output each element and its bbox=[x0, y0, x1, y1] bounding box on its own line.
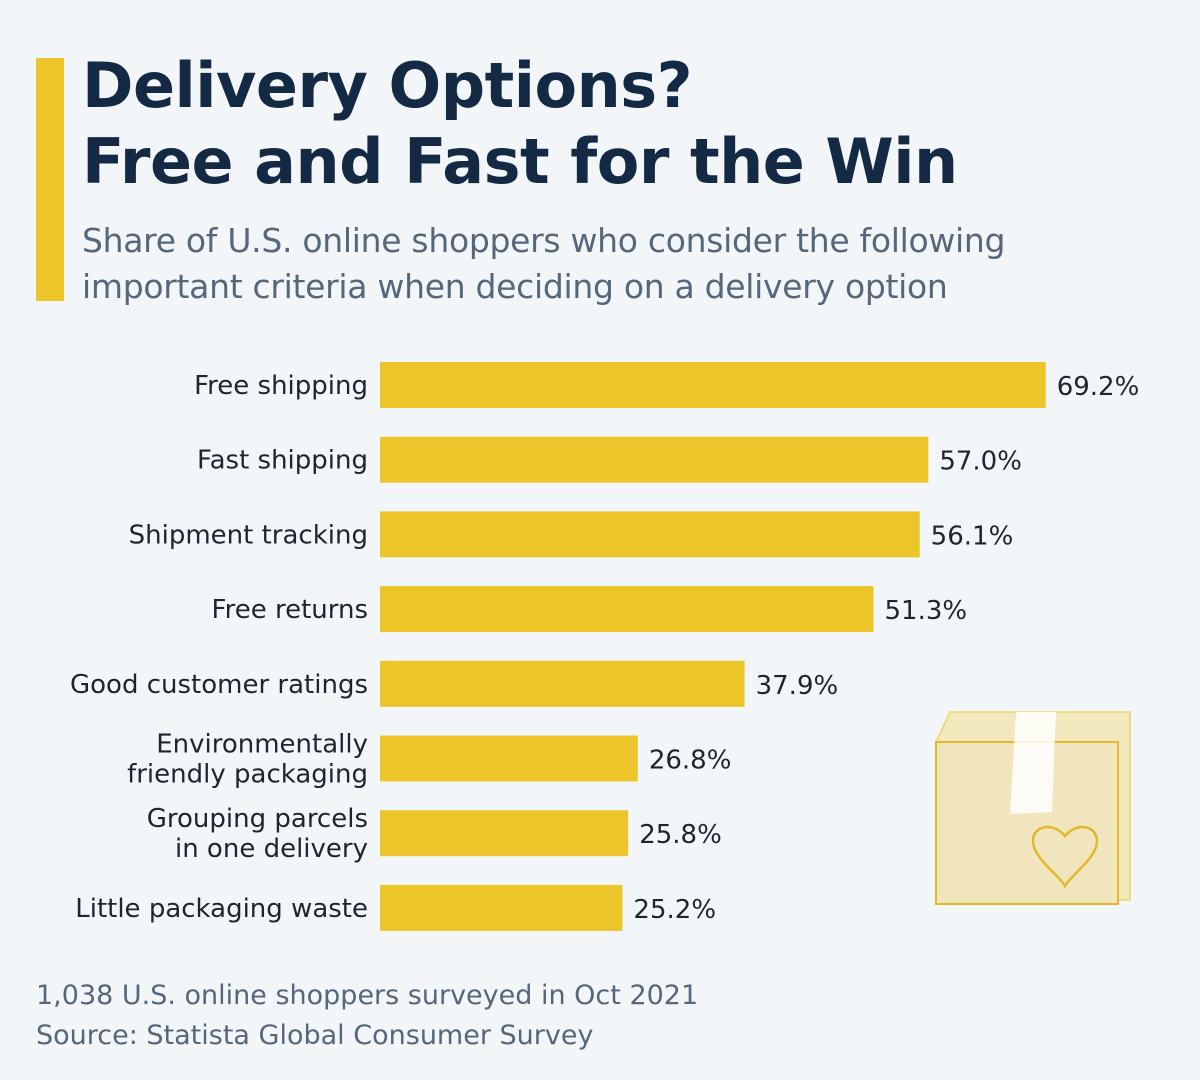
category-label: Free returns bbox=[212, 595, 368, 625]
bar bbox=[380, 436, 929, 483]
bar-value-label: 69.2% bbox=[1057, 372, 1140, 402]
category-label-line: Grouping parcels bbox=[147, 804, 368, 834]
category-label-line: Fast shipping bbox=[197, 446, 368, 476]
bar bbox=[380, 735, 638, 782]
category-label: Grouping parcels in one delivery bbox=[147, 804, 368, 864]
bar-value-label: 51.3% bbox=[885, 596, 968, 626]
source-note: Source: Statista Global Consumer Survey bbox=[36, 1020, 594, 1051]
bar-value-label: 56.1% bbox=[931, 521, 1014, 551]
bar bbox=[380, 884, 623, 931]
bar-value-label: 25.2% bbox=[633, 895, 716, 925]
chart-subtitle-line-2: important criteria when deciding on a de… bbox=[82, 267, 948, 306]
bar bbox=[380, 660, 745, 707]
category-label-line: Shipment tracking bbox=[129, 520, 368, 550]
package-box-with-heart-icon bbox=[934, 711, 1131, 905]
bar-value-label: 37.9% bbox=[756, 671, 839, 701]
category-label-line: in one delivery bbox=[175, 834, 368, 864]
title-accent-bar bbox=[36, 58, 64, 301]
category-label-line: Environmentally bbox=[156, 730, 368, 760]
category-label-line: Free returns bbox=[212, 595, 368, 625]
category-label: Good customer ratings bbox=[70, 670, 368, 700]
category-label: Environmentally friendly packaging bbox=[127, 730, 368, 790]
bar bbox=[380, 362, 1046, 408]
category-label-line: Little packaging waste bbox=[75, 894, 368, 924]
category-label: Shipment tracking bbox=[129, 520, 368, 550]
chart-title-line-1: Delivery Options? bbox=[82, 49, 693, 122]
bar-chart: 69.2% Free shipping 57.0% Fast shipping 56.1… bbox=[70, 362, 1140, 931]
chart-subtitle-line-1: Share of U.S. online shoppers who consid… bbox=[82, 221, 1006, 260]
chart-footer: 1,038 U.S. online shoppers surveyed in O… bbox=[36, 976, 698, 1056]
category-label: Free shipping bbox=[194, 371, 368, 401]
chart-subtitle: Share of U.S. online shoppers who consid… bbox=[82, 218, 1005, 310]
bar-value-label: 25.8% bbox=[639, 820, 722, 850]
bar-value-label: 26.8% bbox=[649, 746, 732, 776]
category-label-line: friendly packaging bbox=[127, 760, 368, 790]
category-label-line: Good customer ratings bbox=[70, 670, 368, 700]
chart-title-line-2: Free and Fast for the Win bbox=[82, 125, 958, 198]
category-label: Little packaging waste bbox=[75, 894, 368, 924]
bar-value-label: 57.0% bbox=[939, 447, 1022, 477]
survey-note: 1,038 U.S. online shoppers surveyed in O… bbox=[36, 980, 699, 1011]
category-label-line: Free shipping bbox=[194, 371, 368, 401]
bar bbox=[380, 511, 920, 558]
bar bbox=[380, 586, 874, 633]
bar bbox=[380, 810, 629, 857]
category-label: Fast shipping bbox=[197, 446, 368, 476]
chart-title: Delivery Options? Free and Fast for the … bbox=[82, 48, 958, 200]
